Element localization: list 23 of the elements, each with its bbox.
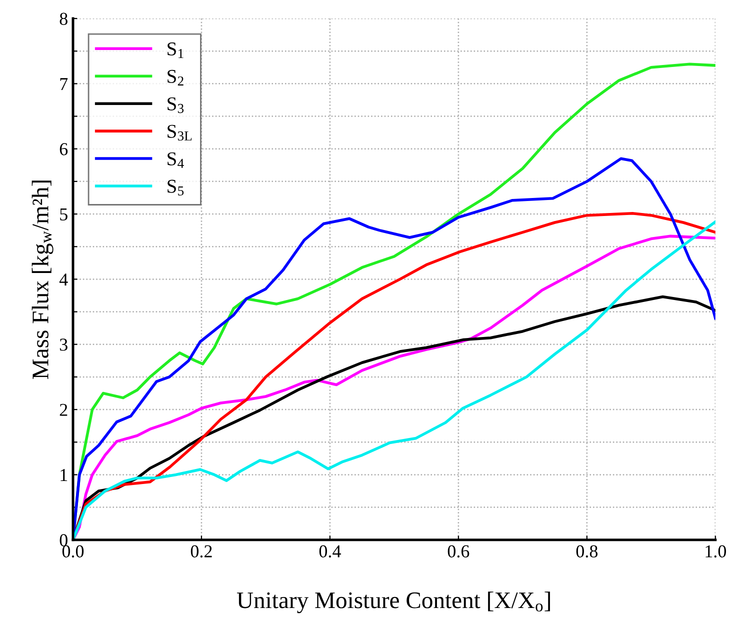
x-axis-title: Unitary Moisture Content [X/X$_{o}$] bbox=[236, 592, 550, 614]
legend-label: S$_{3}$ bbox=[168, 97, 184, 114]
y-tick-label: 5 bbox=[60, 208, 68, 220]
x-tick-label: 0.0 bbox=[62, 545, 84, 558]
x-tick-label: 0.2 bbox=[190, 545, 212, 558]
y-axis-title: Mass Flux [kg$_{w}$/m²h] bbox=[32, 180, 54, 379]
y-tick-label: 0 bbox=[60, 534, 68, 546]
x-tick-label: 1.0 bbox=[706, 545, 726, 558]
y-tick-label: 7 bbox=[60, 78, 68, 90]
legend-label: S$_{4}$ bbox=[168, 152, 184, 168]
x-tick-label: 0.8 bbox=[576, 545, 598, 558]
legend-label: S$_{2}$ bbox=[168, 70, 184, 86]
legend-label: S$_{3L}$ bbox=[168, 124, 192, 141]
y-tick-label: 6 bbox=[60, 143, 68, 156]
y-tick-label: 4 bbox=[59, 274, 68, 286]
y-tick-label: 1 bbox=[60, 469, 68, 481]
y-tick-label: 8 bbox=[60, 12, 68, 25]
y-tick-label: 3 bbox=[60, 338, 68, 351]
legend-label: S$_{5}$ bbox=[168, 180, 184, 196]
x-tick-label: 0.4 bbox=[319, 545, 341, 558]
x-tick-label: 0.6 bbox=[448, 545, 470, 558]
y-tick-label: 2 bbox=[60, 404, 68, 416]
legend-label: S$_{1}$ bbox=[168, 42, 184, 58]
